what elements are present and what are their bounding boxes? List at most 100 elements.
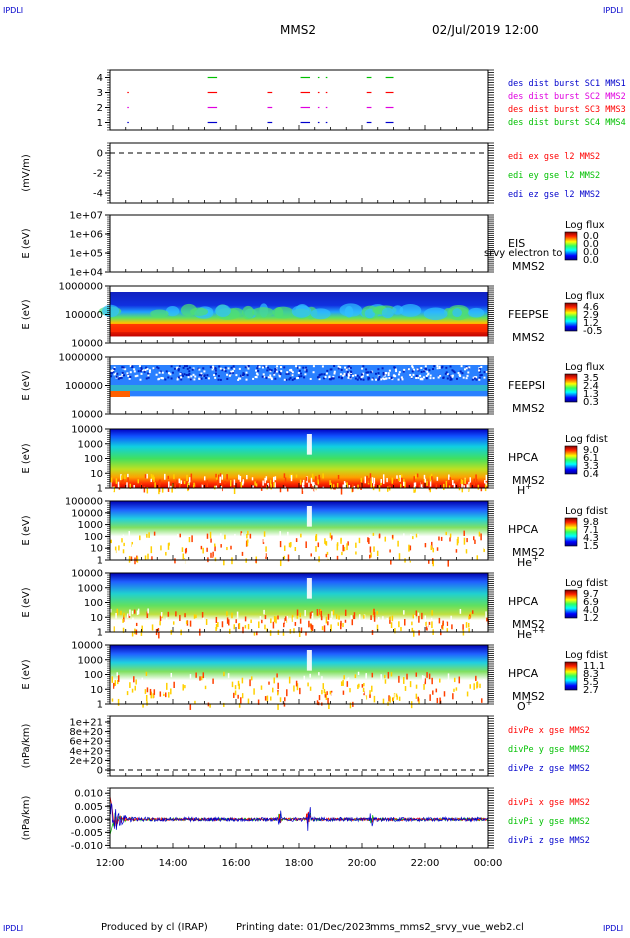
feepsi-speckle (227, 367, 230, 370)
hpca-speckle (355, 551, 357, 555)
hpca-speckle (284, 697, 286, 702)
hpca-speckle (445, 531, 447, 536)
hpca-speckle (270, 696, 272, 701)
hpca-speckle (363, 614, 365, 619)
hpca-speckle (391, 615, 394, 622)
feepsi-speckle (328, 378, 331, 381)
feepsi-speckle (148, 371, 151, 374)
hpca-speckle (193, 482, 195, 487)
hpca-speckle (335, 680, 338, 687)
hpca-speckle (245, 558, 247, 563)
feepsi-speckle (145, 377, 148, 380)
feepsi-speckle (155, 373, 158, 376)
hpca-speckle (114, 550, 116, 557)
hpca-speckle (279, 487, 282, 493)
hpca-speckle (473, 536, 475, 541)
hpca-speckle (264, 696, 267, 701)
feepsi-speckle (465, 366, 468, 369)
hpca-speckle (332, 609, 335, 615)
hpca-speckle (445, 480, 448, 485)
feepsi-speckle (256, 373, 259, 376)
hpca-speckle (264, 615, 267, 620)
feepsi-speckle (422, 376, 425, 379)
edi-panel: 0 -2 -4 (mV/m) edi ex gse l2 MMS2 edi ey gse … (21, 142, 600, 204)
hpca-speckle (300, 627, 303, 633)
hpca-speckle (247, 623, 250, 630)
hpca-speckle (291, 616, 294, 622)
feepsi-speckle (333, 372, 336, 375)
hpca-speckle (158, 487, 160, 495)
hpca-speckle (151, 624, 154, 631)
feepsi-speckle (382, 371, 385, 374)
y-tick-label: -0.005 (71, 828, 103, 839)
hpca-speckle (246, 533, 248, 539)
hpca-speckle (373, 477, 376, 485)
hpca-speckle (403, 479, 405, 483)
colorbar-tick-label: 11.1 (583, 661, 605, 672)
hpca-speckle (436, 697, 439, 704)
hpca-speckle (343, 546, 346, 552)
hpca-speckle (358, 537, 361, 544)
feepsi-speckle (189, 378, 192, 381)
hpca-speckle (308, 620, 310, 628)
feepsi-speckle (160, 377, 163, 380)
hpca-speckle (376, 550, 379, 557)
hpca-speckle (368, 537, 370, 544)
hpca-speckle (480, 533, 482, 541)
hpca-speckle (272, 476, 275, 483)
hpca-speckle (389, 549, 391, 553)
hpca-speckle (311, 631, 314, 638)
hpca-speckle (329, 532, 332, 538)
colorbar-tick-label: 9.8 (583, 517, 599, 528)
y-axis-label: E (eV) (21, 228, 32, 258)
x-tick-label: 14:00 (159, 858, 188, 869)
hpca-speckle (262, 624, 264, 630)
hpca-speckle (457, 536, 459, 544)
feepsi-speckle (209, 366, 212, 369)
hpca-speckle (142, 692, 145, 698)
colorbar-tick-label: 1.5 (583, 541, 599, 552)
feepsi-speckle (211, 368, 214, 371)
hpca-speckle (485, 611, 487, 618)
feepsi-speckle (345, 373, 348, 376)
hpca-speckle (160, 545, 162, 551)
feepsi-speckle (218, 365, 221, 368)
hpca-speckle (175, 611, 177, 617)
hpca-speckle (198, 552, 200, 560)
hpca-speckle (277, 703, 279, 710)
hpca-speckle (424, 478, 427, 483)
feepsi-speckle (194, 375, 197, 378)
hpca-speckle (274, 476, 277, 481)
hpca-speckle (223, 702, 225, 707)
hpca-speckle (362, 687, 365, 693)
hpca-speckle (334, 630, 337, 636)
feepsi-speckle (480, 365, 483, 368)
hpca-speckle (113, 626, 115, 632)
hpca-speckle (249, 694, 252, 698)
hpca-speckle (126, 482, 128, 489)
hpca-speckle (369, 690, 371, 697)
hpca-speckle (453, 677, 456, 683)
feepsi-speckle (258, 365, 261, 368)
hpca-speckle (275, 616, 277, 624)
feepsi-speckle (245, 378, 248, 381)
feepsi-speckle (356, 378, 359, 381)
hpca-speckle (127, 540, 129, 546)
feepsi-speckle (305, 366, 308, 369)
feepsi-speckle (272, 372, 275, 375)
hpca-speckle (171, 487, 173, 493)
hpca-speckle (111, 676, 113, 683)
hpca-speckle (251, 477, 254, 481)
hpca-speckle (466, 538, 468, 543)
hpca-speckle (411, 627, 414, 632)
feepse-feature (364, 308, 376, 319)
hpca-speckle (342, 679, 344, 686)
feepsi-speckle (274, 367, 277, 370)
feepsi-speckle (333, 365, 336, 368)
hpca-speckle (478, 531, 481, 537)
y-axis-label: E (eV) (21, 370, 32, 400)
hpca-speckle (440, 631, 442, 636)
hpca-speckle (168, 481, 170, 489)
feepsi-speckle (254, 376, 257, 379)
feepsi-speckle (121, 366, 124, 369)
